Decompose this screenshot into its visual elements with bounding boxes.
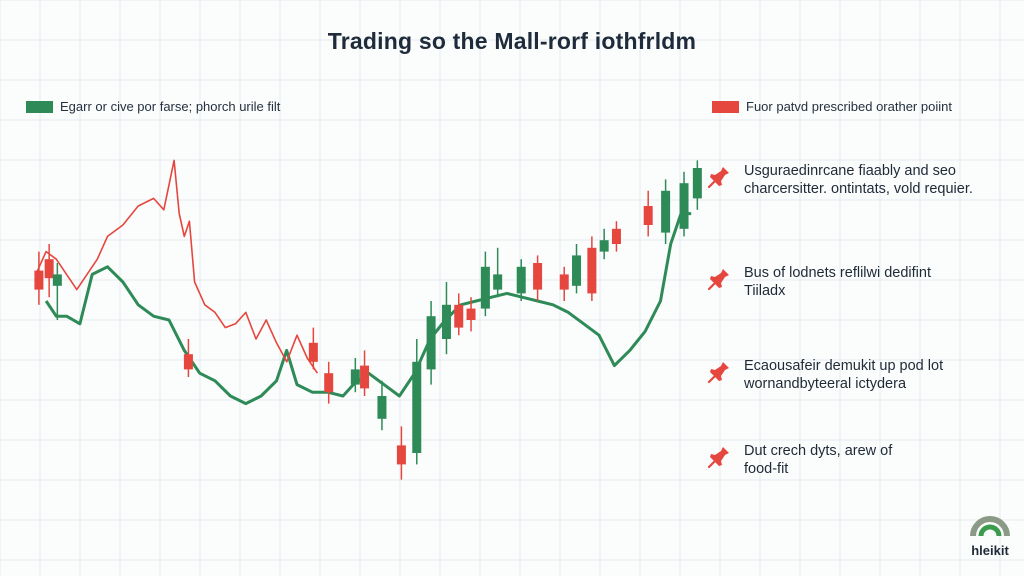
- candle-body: [412, 361, 422, 453]
- annotation-item: Dut crech dyts, arew of food-fit: [706, 442, 892, 478]
- legend-label-green: Egarr or cive por farse; phorch urile fi…: [60, 99, 281, 114]
- annotation-item: Ecaousafeir demukit up pod lot wornandby…: [706, 357, 943, 393]
- candle-body: [643, 206, 653, 225]
- pin-icon: [707, 447, 729, 469]
- annotation-text: Dut crech dyts, arew of food-fit: [744, 443, 893, 477]
- candle-body: [360, 365, 370, 389]
- legend-entry-red: Fuor patvd prescribed orather poiint: [712, 99, 952, 114]
- candle-body: [533, 263, 543, 290]
- candle-body: [679, 183, 689, 229]
- candle-body: [34, 270, 44, 290]
- annotation-text: Usguraedinrcane fiaably and seo charcers…: [744, 163, 973, 197]
- candle-body: [611, 228, 621, 244]
- legend-label-red: Fuor patvd prescribed orather poiint: [746, 99, 952, 114]
- annotation-item: Usguraedinrcane fiaably and seo charcers…: [706, 162, 973, 198]
- candle-body: [324, 373, 334, 393]
- candle-body: [559, 274, 569, 290]
- legend-swatch-green: [26, 100, 53, 113]
- candle-body: [466, 308, 476, 320]
- candle-body: [52, 274, 62, 286]
- annotation-text: Ecaousafeir demukit up pod lot wornandby…: [744, 358, 944, 392]
- brand-logo: hleikit: [962, 508, 1018, 572]
- annotation-item: Bus of lodnets reflilwi dedifint Tiiladx: [706, 264, 931, 300]
- candle-body: [661, 190, 671, 233]
- candle-body: [441, 304, 451, 339]
- logo-text: hleikit: [971, 543, 1009, 558]
- pin-icon: [707, 362, 729, 384]
- candle-body: [183, 354, 193, 370]
- pin-icon: [707, 167, 729, 189]
- candle-body: [587, 247, 597, 294]
- pin-icon: [707, 269, 729, 291]
- chart-title: Trading so the Mall-rorf iothfrldm: [327, 28, 697, 54]
- logo-arc-icon: [970, 516, 1010, 537]
- series-line-red: [35, 159, 319, 374]
- candle-body: [308, 342, 318, 362]
- candle-body: [350, 369, 360, 385]
- candle-body: [454, 304, 464, 328]
- candle-body: [493, 274, 503, 290]
- candle-body: [396, 445, 406, 465]
- candle-body: [480, 266, 490, 309]
- candle-body: [692, 168, 702, 199]
- legend-swatch-red: [712, 100, 739, 113]
- candle-body: [426, 316, 436, 370]
- candle-body: [599, 240, 609, 252]
- candle-body: [44, 259, 54, 279]
- candle-body: [516, 266, 526, 294]
- legend-entry-green: Egarr or cive por farse; phorch urile fi…: [26, 99, 280, 114]
- candle-body: [377, 396, 387, 419]
- candle-body: [572, 255, 582, 286]
- annotation-text: Bus of lodnets reflilwi dedifint Tiiladx: [744, 265, 931, 299]
